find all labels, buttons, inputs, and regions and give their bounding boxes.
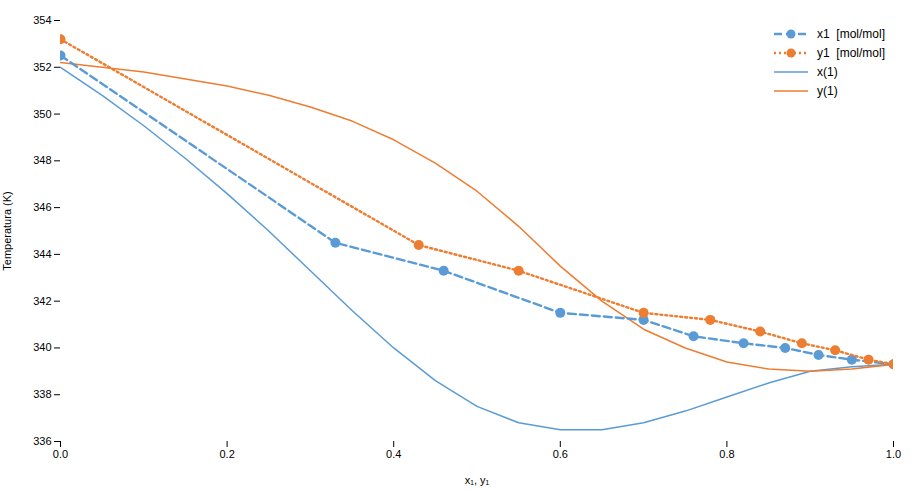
svg-text:350: 350 — [33, 108, 51, 120]
html-text:y(1): y(1) — [817, 84, 838, 98]
svg-text:342: 342 — [33, 295, 51, 307]
svg-text:1.0: 1.0 — [886, 448, 901, 460]
svg-text:338: 338 — [33, 388, 51, 400]
html-text:x(1): x(1) — [817, 65, 838, 79]
svg-text:0.0: 0.0 — [53, 448, 68, 460]
html-text:x1 [mol/mol]: x1 [mol/mol] — [817, 27, 885, 41]
svg-text:346: 346 — [33, 201, 51, 213]
svg-text:344: 344 — [33, 248, 51, 260]
svg-text:0.4: 0.4 — [386, 448, 401, 460]
svg-text:0.2: 0.2 — [219, 448, 234, 460]
svg-text:352: 352 — [33, 61, 51, 73]
svg-text:x₁, y₁: x₁, y₁ — [465, 474, 490, 486]
svg-text:354: 354 — [33, 14, 51, 26]
svg-text:Temperatura (K): Temperatura (K) — [1, 191, 13, 270]
svg-text:340: 340 — [33, 341, 51, 353]
svg-text:0.6: 0.6 — [553, 448, 568, 460]
svg-text:348: 348 — [33, 154, 51, 166]
svg-text:0.8: 0.8 — [719, 448, 734, 460]
svg-text:336: 336 — [33, 435, 51, 447]
html-text:y1 [mol/mol]: y1 [mol/mol] — [817, 46, 885, 60]
